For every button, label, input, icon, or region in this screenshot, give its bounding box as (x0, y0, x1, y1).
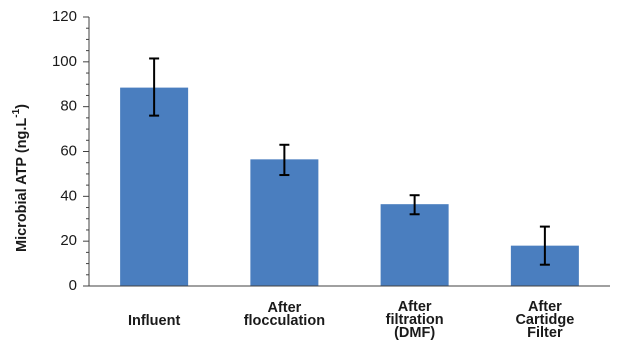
bar (250, 159, 319, 286)
y-axis-title-sup: -1 (11, 108, 22, 117)
bar (380, 204, 449, 286)
y-tick-label: 120 (52, 8, 77, 25)
x-category-label-line: Filter (527, 325, 563, 341)
x-category-label-line: Cartidge (515, 312, 574, 328)
x-category-label-line: After (528, 299, 562, 315)
y-tick-label: 80 (60, 98, 77, 115)
x-category-label: After filtration (DMF) (386, 299, 444, 341)
y-axis-title-main: Microbial ATP (ng.L (14, 118, 30, 252)
y-tick-label: 100 (52, 53, 77, 70)
y-axis-title: Microbial ATP (ng.L-1) (11, 104, 30, 252)
x-category-label: After Cartidge Filter (515, 299, 574, 341)
bar (120, 87, 189, 286)
x-category-label-line: Influent (128, 313, 181, 329)
x-category-label: Influent (128, 313, 181, 329)
x-category-label-line: After (267, 300, 301, 316)
y-tick-label: 40 (60, 187, 77, 204)
y-tick-label: 60 (60, 142, 77, 159)
x-category-label-line: (DMF) (394, 325, 435, 341)
y-tick-label: 0 (69, 277, 77, 294)
x-category-label: After flocculation (244, 300, 325, 329)
x-category-label-line: After (398, 299, 432, 315)
svg-text:Microbial ATP (ng.L-1): Microbial ATP (ng.L-1) (11, 104, 30, 252)
y-axis-title-end: ) (14, 104, 30, 109)
x-category-label-line: filtration (386, 312, 444, 328)
y-tick-label: 20 (60, 232, 77, 249)
x-category-label-line: flocculation (244, 313, 325, 329)
